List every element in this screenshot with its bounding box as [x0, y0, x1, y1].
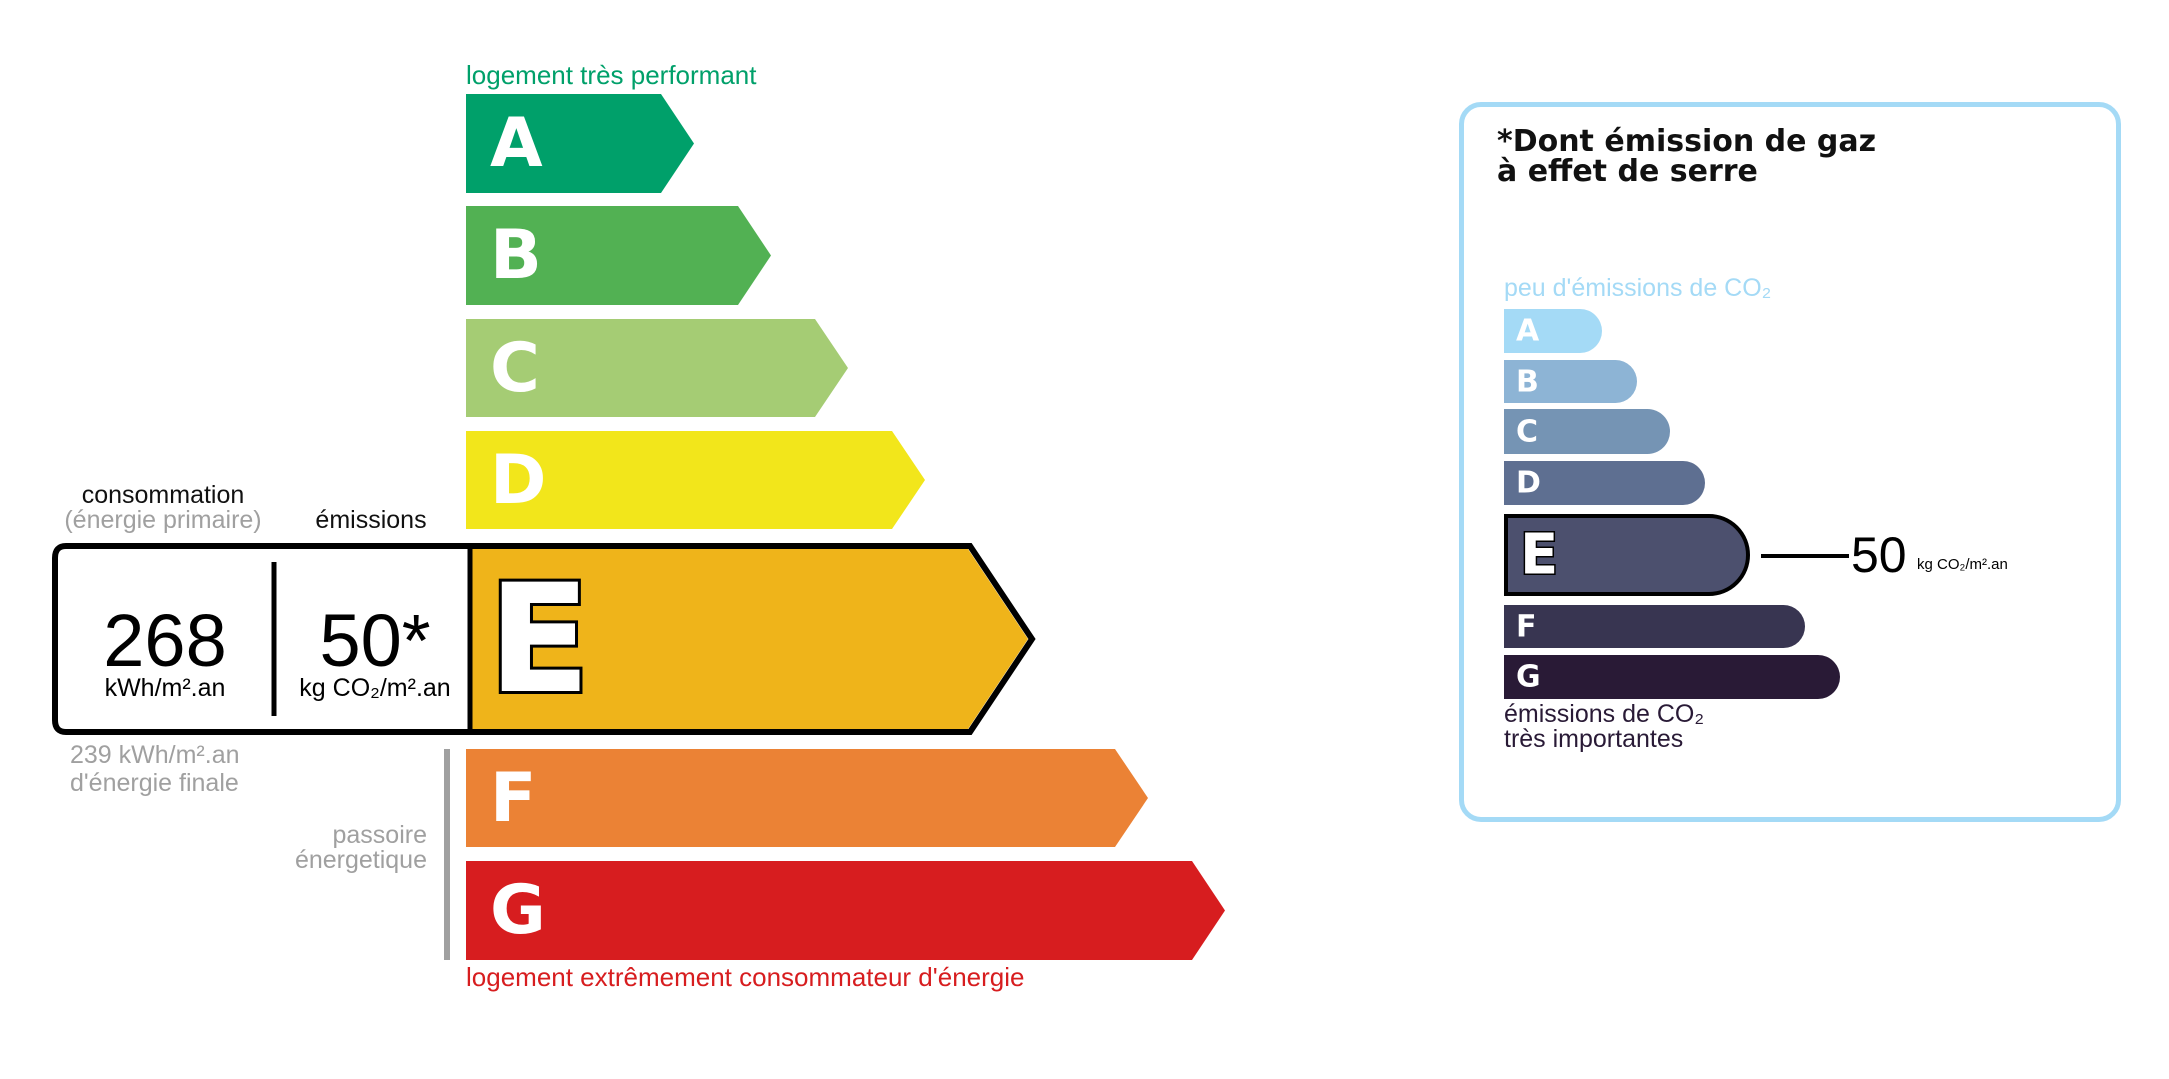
ghg-bar-d: D: [1504, 461, 1705, 505]
energy-letter-a: A: [490, 104, 543, 183]
passoire-label-1: passoire: [332, 821, 428, 849]
energy-bar-e: [470, 549, 1028, 729]
energy-bar-g: [466, 861, 1225, 960]
energy-bar-d: [466, 431, 925, 529]
energy-letter-d: D: [490, 441, 547, 520]
ghg-letter-e: E: [1518, 521, 1559, 589]
ghg-connector-line: [1761, 554, 1849, 558]
final-energy-value: 239 kWh/m².an: [70, 741, 240, 769]
energy-letter-e: E: [488, 553, 590, 727]
passoire-divider: [444, 749, 450, 960]
ghg-letter-f: F: [1516, 609, 1537, 644]
energy-letter-g: G: [490, 871, 546, 950]
energy-bottom-label: logement extrêmement consommateur d'éner…: [466, 962, 1025, 992]
energy-bar-f: [466, 749, 1148, 847]
ghg-letter-b: B: [1516, 364, 1539, 399]
ghg-title-1: *Dont émission de gaz: [1497, 124, 1877, 159]
ghg-value: 50: [1851, 527, 1907, 583]
ghg-bar-g: G: [1504, 655, 1840, 699]
emissions-unit: kg CO₂/m².an: [299, 674, 451, 702]
ghg-bar-b: B: [1504, 360, 1637, 403]
ghg-bar-c: C: [1504, 409, 1670, 454]
ghg-title-2: à effet de serre: [1497, 154, 1758, 189]
ghg-bar-e: E: [1504, 514, 1750, 596]
energy-letter-c: C: [490, 329, 540, 408]
ghg-letter-g: G: [1516, 659, 1541, 695]
consumption-value: 268: [103, 599, 227, 682]
energy-bar-c: [466, 319, 848, 417]
consumption-label: consommation: [81, 481, 245, 509]
ghg-panel: [1459, 102, 2121, 822]
ghg-letter-c: C: [1516, 414, 1539, 449]
energy-bar-a: [466, 94, 694, 193]
consumption-sublabel: (énergie primaire): [64, 506, 262, 534]
ghg-letter-a: A: [1516, 313, 1540, 349]
ghg-letter-d: D: [1516, 465, 1541, 501]
energy-letter-f: F: [490, 759, 537, 838]
ghg-unit: kg CO₂/m².an: [1917, 556, 2008, 573]
emissions-value: 50*: [319, 599, 431, 682]
energy-bar-b: [466, 206, 771, 305]
energy-scale: E: [52, 94, 1225, 960]
ghg-bottom-label-2: très importantes: [1504, 725, 1684, 753]
ghg-bar-f: F: [1504, 605, 1805, 648]
energy-top-label: logement très performant: [466, 60, 757, 90]
ghg-bottom-label-1: émissions de CO₂: [1504, 700, 1705, 728]
emissions-label: émissions: [315, 506, 427, 534]
ghg-top-label: peu d'émissions de CO₂: [1504, 274, 1772, 302]
final-energy-label: d'énergie finale: [70, 769, 239, 797]
passoire-label-2: énergetique: [294, 846, 427, 874]
consumption-unit: kWh/m².an: [104, 674, 226, 702]
ghg-bar-a: A: [1504, 309, 1602, 353]
energy-letter-b: B: [490, 216, 542, 295]
